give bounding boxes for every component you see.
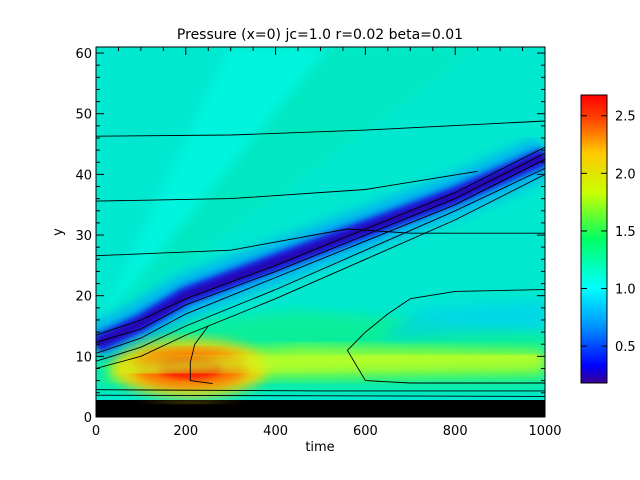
x-tick-label: 200 (173, 424, 198, 439)
contour-line (346, 298, 545, 384)
contour-line (96, 158, 545, 354)
x-tick-label: 0 (92, 424, 100, 439)
contour-line (96, 120, 545, 137)
chart-title: Pressure (x=0) jc=1.0 r=0.02 beta=0.01 (177, 27, 463, 43)
colorbar-tick-label: 0.5 (615, 340, 636, 355)
contour-line (189, 325, 213, 385)
contour-line (96, 152, 545, 343)
colorbar-tick-label: 2.5 (615, 110, 636, 125)
contour-line (347, 228, 545, 234)
x-tick-label: 1000 (528, 424, 561, 439)
contour-line (410, 289, 545, 300)
contour-line (96, 170, 478, 202)
colorbar-axis: 0.5 1.0 1.5 2.0 2.5 (581, 110, 636, 355)
trough-core (96, 153, 545, 347)
y-tick-label: 30 (75, 229, 92, 244)
field-green-wedge (96, 47, 480, 330)
field-blue-lobe (380, 300, 545, 340)
y-tick-label: 0 (84, 411, 92, 426)
contour-line (96, 173, 545, 369)
x-tick-label: 400 (263, 424, 288, 439)
contour-line (96, 400, 545, 402)
colorbar (580, 94, 608, 384)
colorbar-tick-label: 2.0 (615, 167, 636, 182)
contour-line (96, 228, 348, 257)
y-axis-label: y (51, 228, 66, 236)
x-tick-label: 600 (353, 424, 378, 439)
y-tick-label: 40 (75, 168, 92, 183)
y-tick-label: 20 (75, 290, 92, 305)
contour-line (96, 146, 545, 336)
high-band (122, 349, 545, 379)
contour-line (96, 167, 545, 362)
contour-line (96, 389, 545, 392)
x-tick-label: 800 (443, 424, 468, 439)
y-tick-label: 50 (75, 108, 92, 123)
contour-line (96, 394, 545, 397)
y-tick-label: 10 (75, 350, 92, 365)
field-bottom-black (96, 400, 545, 417)
x-axis: 0 200 400 600 800 1000 (92, 47, 562, 439)
y-axis: 0 10 20 30 40 50 60 (75, 47, 545, 426)
x-axis-label: time (305, 440, 334, 455)
heatmap-area (96, 47, 545, 417)
colorbar-tick-label: 1.0 (615, 283, 636, 298)
colorbar-tick-label: 1.5 (615, 225, 636, 240)
y-tick-label: 60 (75, 47, 92, 62)
